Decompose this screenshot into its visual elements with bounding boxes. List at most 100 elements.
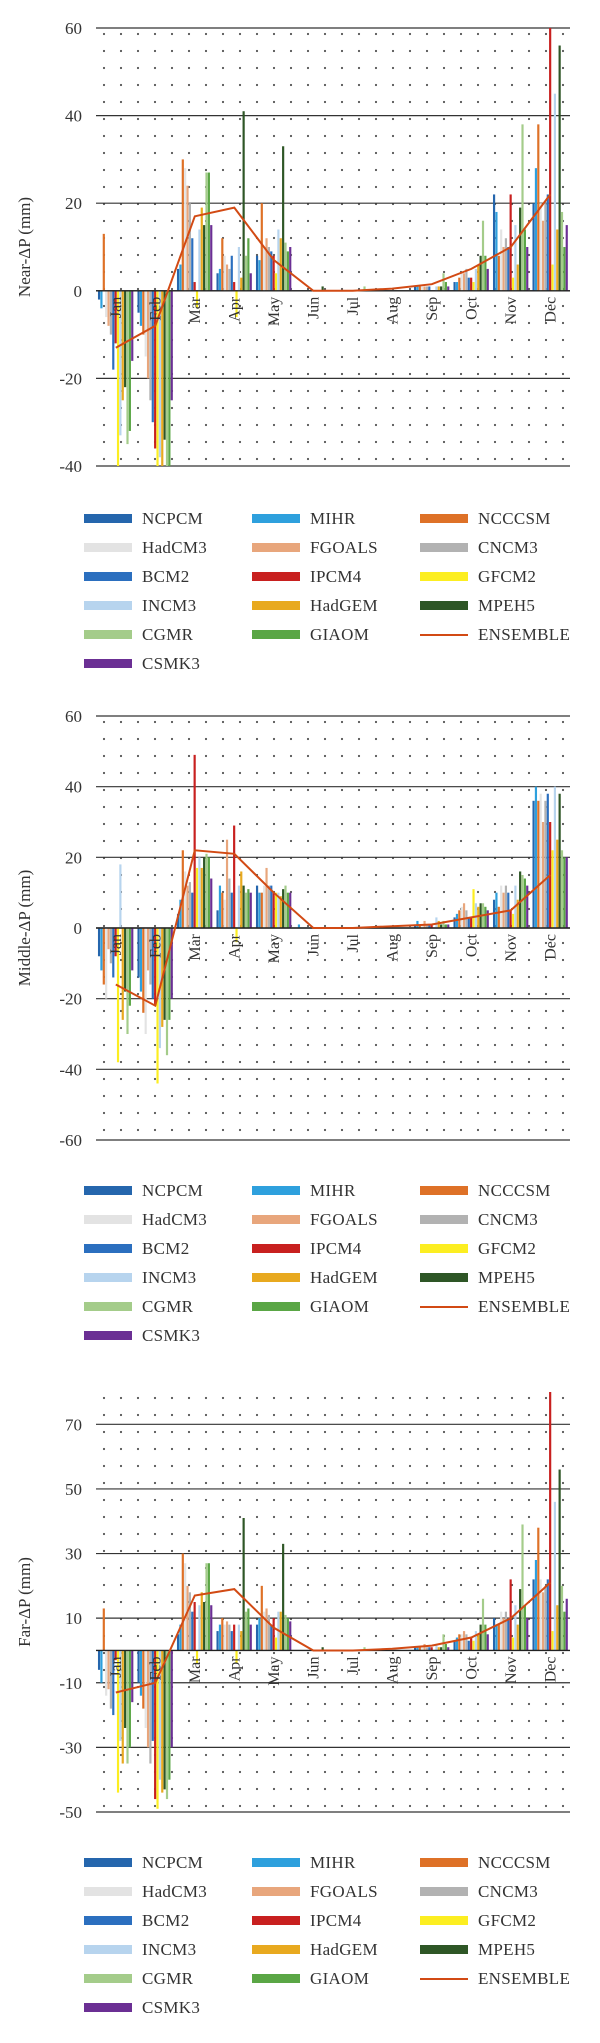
grid-dot bbox=[357, 321, 361, 325]
grid-dot bbox=[391, 355, 395, 359]
grid-dot bbox=[476, 151, 480, 155]
grid-dot bbox=[425, 754, 429, 758]
grid-dot bbox=[272, 1430, 276, 1434]
grid-dot bbox=[289, 1009, 293, 1013]
grid-dot bbox=[476, 1094, 480, 1098]
grid-dot bbox=[340, 151, 344, 155]
grid-dot bbox=[340, 822, 344, 826]
legend-label: CSMK3 bbox=[142, 1997, 201, 2017]
grid-dot bbox=[136, 805, 140, 809]
grid-dot bbox=[476, 338, 480, 342]
bar-gfcm2-may bbox=[274, 273, 278, 291]
grid-dot bbox=[136, 1753, 140, 1757]
grid-dot bbox=[442, 975, 446, 979]
grid-dot bbox=[391, 1396, 395, 1400]
grid-dot bbox=[561, 457, 565, 461]
bar-cncm3-oct bbox=[465, 268, 468, 291]
grid-dot bbox=[527, 1787, 531, 1791]
grid-dot bbox=[442, 1094, 446, 1098]
grid-dot bbox=[493, 338, 497, 342]
grid-dot bbox=[510, 185, 514, 189]
grid-dot bbox=[493, 1413, 497, 1417]
grid-dot bbox=[357, 100, 361, 104]
grid-dot bbox=[306, 1009, 310, 1013]
legend-swatch bbox=[84, 543, 132, 552]
grid-dot bbox=[119, 839, 123, 843]
grid-dot bbox=[289, 168, 293, 172]
y-tick-label: 0 bbox=[74, 282, 83, 301]
grid-dot bbox=[204, 168, 208, 172]
grid-dot bbox=[323, 1549, 327, 1553]
grid-dot bbox=[323, 1668, 327, 1672]
grid-dot bbox=[170, 924, 174, 928]
bar-csmk3-jan bbox=[131, 928, 134, 971]
bar-ipcm4-dec bbox=[549, 28, 552, 291]
grid-dot bbox=[340, 1430, 344, 1434]
grid-dot bbox=[170, 440, 174, 444]
legend-swatch bbox=[84, 601, 132, 610]
grid-dot bbox=[119, 219, 123, 223]
grid-dot bbox=[102, 1753, 106, 1757]
grid-dot bbox=[340, 406, 344, 410]
x-tick-label: Nov bbox=[503, 1656, 520, 1684]
bar-csmk3-may bbox=[289, 1621, 292, 1651]
grid-dot bbox=[323, 100, 327, 104]
grid-dot bbox=[153, 1566, 157, 1570]
grid-dot bbox=[255, 457, 259, 461]
legend-swatch bbox=[420, 1273, 468, 1282]
grid-dot bbox=[544, 1009, 548, 1013]
bar-ncccsm-mar bbox=[181, 159, 184, 291]
grid-dot bbox=[459, 788, 463, 792]
grid-dot bbox=[357, 1026, 361, 1030]
grid-dot bbox=[357, 1668, 361, 1672]
grid-dot bbox=[476, 185, 480, 189]
grid-dot bbox=[204, 440, 208, 444]
grid-dot bbox=[374, 66, 378, 70]
grid-dot bbox=[391, 236, 395, 240]
bar-fgoals-sep bbox=[423, 286, 426, 291]
bar-ipcm4-apr bbox=[233, 1624, 236, 1651]
grid-dot bbox=[493, 1481, 497, 1485]
grid-dot bbox=[187, 1060, 191, 1064]
grid-dot bbox=[238, 100, 242, 104]
grid-dot bbox=[561, 1094, 565, 1098]
grid-dot bbox=[510, 117, 514, 121]
grid-dot bbox=[255, 788, 259, 792]
bar-ncpcm-jan bbox=[97, 1650, 101, 1670]
grid-dot bbox=[442, 1804, 446, 1808]
bar-ipcm4-jan bbox=[114, 928, 117, 957]
grid-dot bbox=[102, 372, 106, 376]
grid-dot bbox=[340, 1481, 344, 1485]
y-tick-label: 60 bbox=[65, 707, 82, 726]
bar-ncpcm-nov bbox=[492, 194, 496, 291]
grid-dot bbox=[357, 236, 361, 240]
grid-dot bbox=[323, 32, 327, 36]
grid-dot bbox=[510, 1498, 514, 1502]
grid-dot bbox=[323, 1651, 327, 1655]
legend-swatch bbox=[84, 1916, 132, 1925]
bar-incm3-oct bbox=[474, 1631, 477, 1651]
bar-bcm2-oct bbox=[467, 917, 470, 928]
grid-dot bbox=[391, 1634, 395, 1638]
grid-dot bbox=[476, 822, 480, 826]
grid-dot bbox=[391, 304, 395, 308]
grid-dot bbox=[272, 1009, 276, 1013]
grid-dot bbox=[153, 788, 157, 792]
grid-dot bbox=[374, 185, 378, 189]
grid-dot bbox=[493, 1566, 497, 1570]
grid-dot bbox=[238, 151, 242, 155]
grid-dot bbox=[493, 941, 497, 945]
legend-near: NCPCM MIHR NCCCSM HadCM3 FGOALS CNCM3 BCM2 IPCM… bbox=[84, 506, 584, 676]
grid-dot bbox=[357, 1600, 361, 1604]
bar-ncccsm-sep bbox=[418, 924, 421, 928]
grid-dot bbox=[510, 1804, 514, 1808]
grid-dot bbox=[459, 219, 463, 223]
grid-dot bbox=[442, 1770, 446, 1774]
grid-dot bbox=[306, 1685, 310, 1689]
grid-dot bbox=[527, 1026, 531, 1030]
grid-dot bbox=[153, 1430, 157, 1434]
grid-dot bbox=[493, 423, 497, 427]
grid-dot bbox=[442, 1583, 446, 1587]
grid-dot bbox=[476, 975, 480, 979]
grid-dot bbox=[510, 338, 514, 342]
